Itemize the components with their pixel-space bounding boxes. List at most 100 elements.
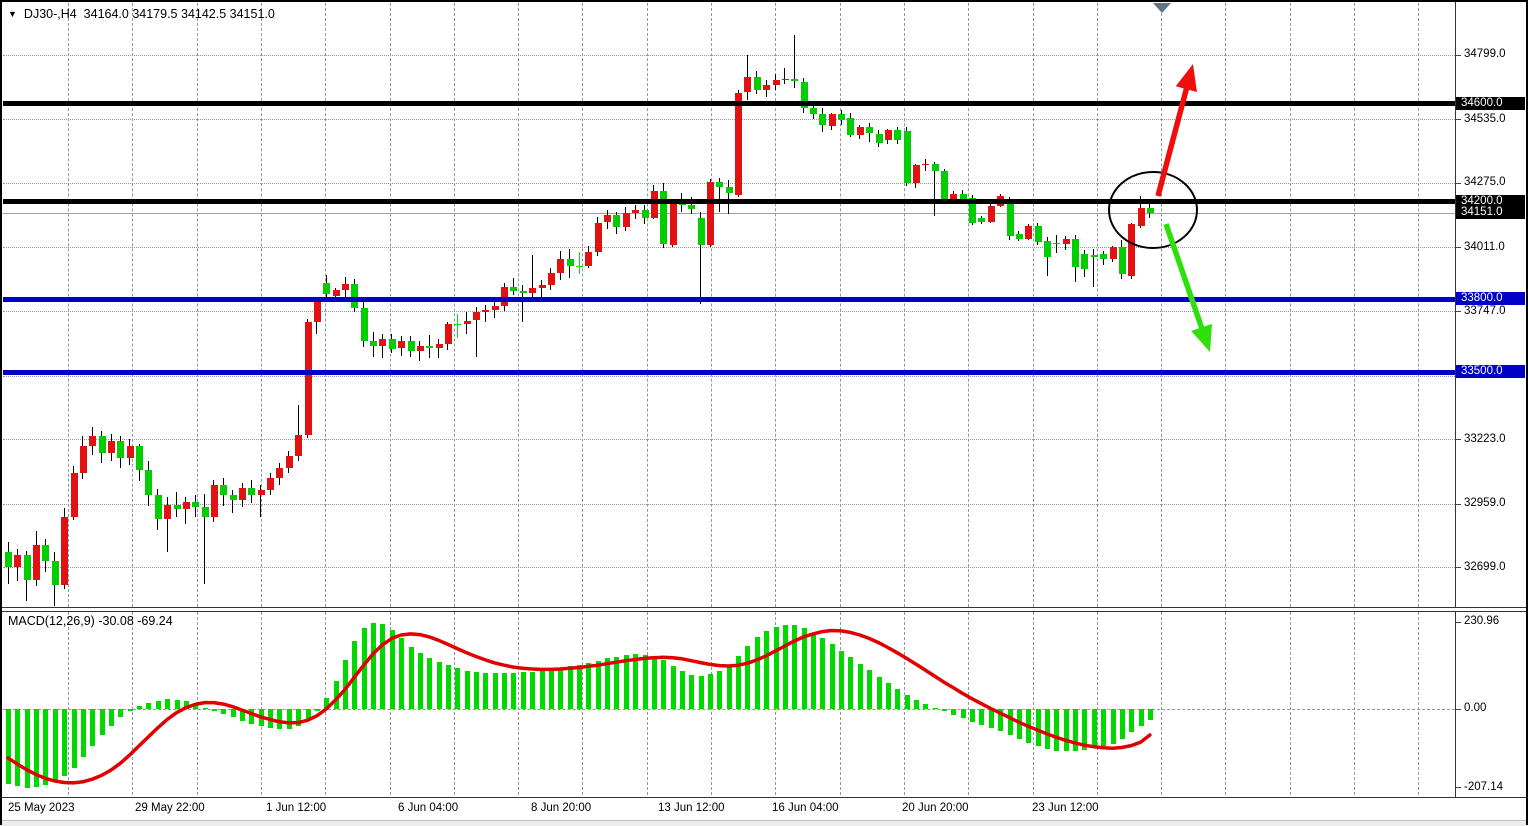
candle: [267, 477, 275, 490]
candle: [42, 544, 50, 561]
horizontal-line-object[interactable]: [3, 369, 1455, 375]
macd-histogram-bar: [754, 637, 760, 709]
candle: [660, 190, 668, 245]
candle: [379, 338, 387, 347]
macd-histogram-bar: [988, 709, 994, 729]
macd-histogram-bar: [923, 703, 929, 709]
vertical-gridline: [711, 3, 712, 607]
candle: [678, 203, 686, 206]
candle: [922, 164, 930, 166]
horizontal-gridline: [3, 311, 1455, 313]
bullish-scenario-arrow[interactable]: [1155, 82, 1191, 197]
time-axis-area[interactable]: [2, 798, 1526, 820]
macd-histogram-bar: [511, 672, 517, 709]
vertical-gridline: [389, 3, 391, 607]
vertical-gridline: [518, 3, 520, 607]
macd-signal-value: -69.24: [137, 614, 173, 628]
price-axis-label: 34799.0: [1464, 48, 1506, 61]
candle: [547, 272, 555, 286]
candle: [173, 504, 181, 510]
price-axis-area[interactable]: [1456, 2, 1526, 797]
symbol-dropdown-icon[interactable]: ▼: [8, 9, 17, 19]
candle-wick: [578, 252, 580, 275]
ohlc-quotes-label: 34164.0 34179.5 34142.5 34151.0: [83, 7, 275, 21]
candle: [444, 324, 452, 344]
candle: [884, 130, 892, 140]
macd-histogram-bar: [932, 707, 938, 709]
vertical-gridline: [646, 3, 648, 607]
horizontal-line-object[interactable]: [3, 101, 1455, 107]
candle: [576, 266, 583, 268]
price-axis-tick: [1455, 503, 1461, 505]
horizontal-gridline: [3, 567, 1455, 568]
macd-histogram-bar: [801, 627, 807, 709]
macd-histogram-bar: [998, 709, 1004, 732]
vertical-gridline: [453, 3, 455, 607]
macd-histogram-bar: [577, 664, 582, 709]
candle: [969, 197, 977, 223]
bullish-scenario-arrow-head: [1175, 64, 1197, 92]
candle-wick: [475, 307, 477, 358]
vertical-gridline: [1418, 3, 1420, 607]
horizontal-gridline: [3, 503, 1455, 505]
price-axis-tick: [1455, 54, 1461, 56]
candle: [1081, 254, 1089, 270]
candle: [838, 114, 845, 120]
candle: [903, 131, 911, 184]
vertical-gridline: [68, 612, 69, 795]
price-axis-label: 34275.0: [1464, 176, 1506, 189]
vertical-gridline: [775, 3, 777, 607]
macd-histogram-bar: [277, 709, 283, 729]
candle-wick: [1093, 249, 1095, 288]
candle-wick: [297, 404, 299, 461]
horizontal-gridline: [3, 375, 1455, 377]
horizontal-gridline: [3, 54, 1455, 56]
candle: [1137, 207, 1145, 226]
candle: [819, 113, 827, 125]
price-line-label: 34600.0: [1456, 96, 1525, 110]
macd-histogram-bar: [389, 629, 395, 709]
candle: [950, 193, 958, 200]
bearish-scenario-arrow[interactable]: [1163, 223, 1207, 334]
macd-histogram-bar: [202, 707, 208, 709]
macd-histogram-bar: [34, 709, 40, 787]
candle: [529, 288, 537, 294]
macd-histogram-bar: [445, 665, 451, 709]
macd-histogram-bar: [1054, 709, 1060, 751]
horizontal-line-object[interactable]: [3, 296, 1455, 302]
candle-wick: [185, 497, 187, 525]
candle: [800, 82, 808, 109]
vertical-gridline: [1354, 3, 1355, 607]
candle: [781, 78, 789, 81]
candle-wick: [512, 277, 514, 295]
candle: [772, 80, 780, 86]
candle: [538, 285, 546, 289]
candle: [1118, 247, 1126, 275]
macd-histogram-bar: [408, 646, 414, 709]
vertical-gridline: [518, 612, 520, 795]
candle: [51, 560, 59, 586]
macd-histogram-bar: [661, 659, 667, 709]
macd-histogram-bar: [586, 662, 592, 709]
panel-splitter[interactable]: [0, 608, 1526, 611]
macd-histogram-bar: [118, 709, 124, 718]
price-line-label: 33500.0: [1456, 365, 1525, 379]
macd-histogram-bar: [736, 656, 742, 709]
macd-histogram-bar: [614, 656, 620, 709]
vertical-gridline: [1032, 612, 1034, 795]
price-line-label: 33800.0: [1456, 292, 1525, 306]
horizontal-line-object[interactable]: [3, 199, 1455, 204]
macd-histogram-bar: [605, 658, 610, 709]
macd-histogram-bar: [286, 709, 292, 729]
macd-axis-tick: [1455, 621, 1461, 623]
vertical-gridline: [1289, 612, 1291, 795]
candle: [978, 218, 986, 223]
vertical-gridline: [1418, 612, 1420, 795]
macd-histogram-bar: [942, 709, 947, 712]
vertical-gridline: [1354, 612, 1355, 795]
candle: [1006, 199, 1014, 236]
macd-indicator-label: MACD(12,26,9) -30.08 -69.24: [8, 614, 173, 628]
macd-histogram-bar: [24, 709, 30, 788]
candle: [931, 164, 939, 172]
macd-histogram-bar: [595, 660, 601, 709]
